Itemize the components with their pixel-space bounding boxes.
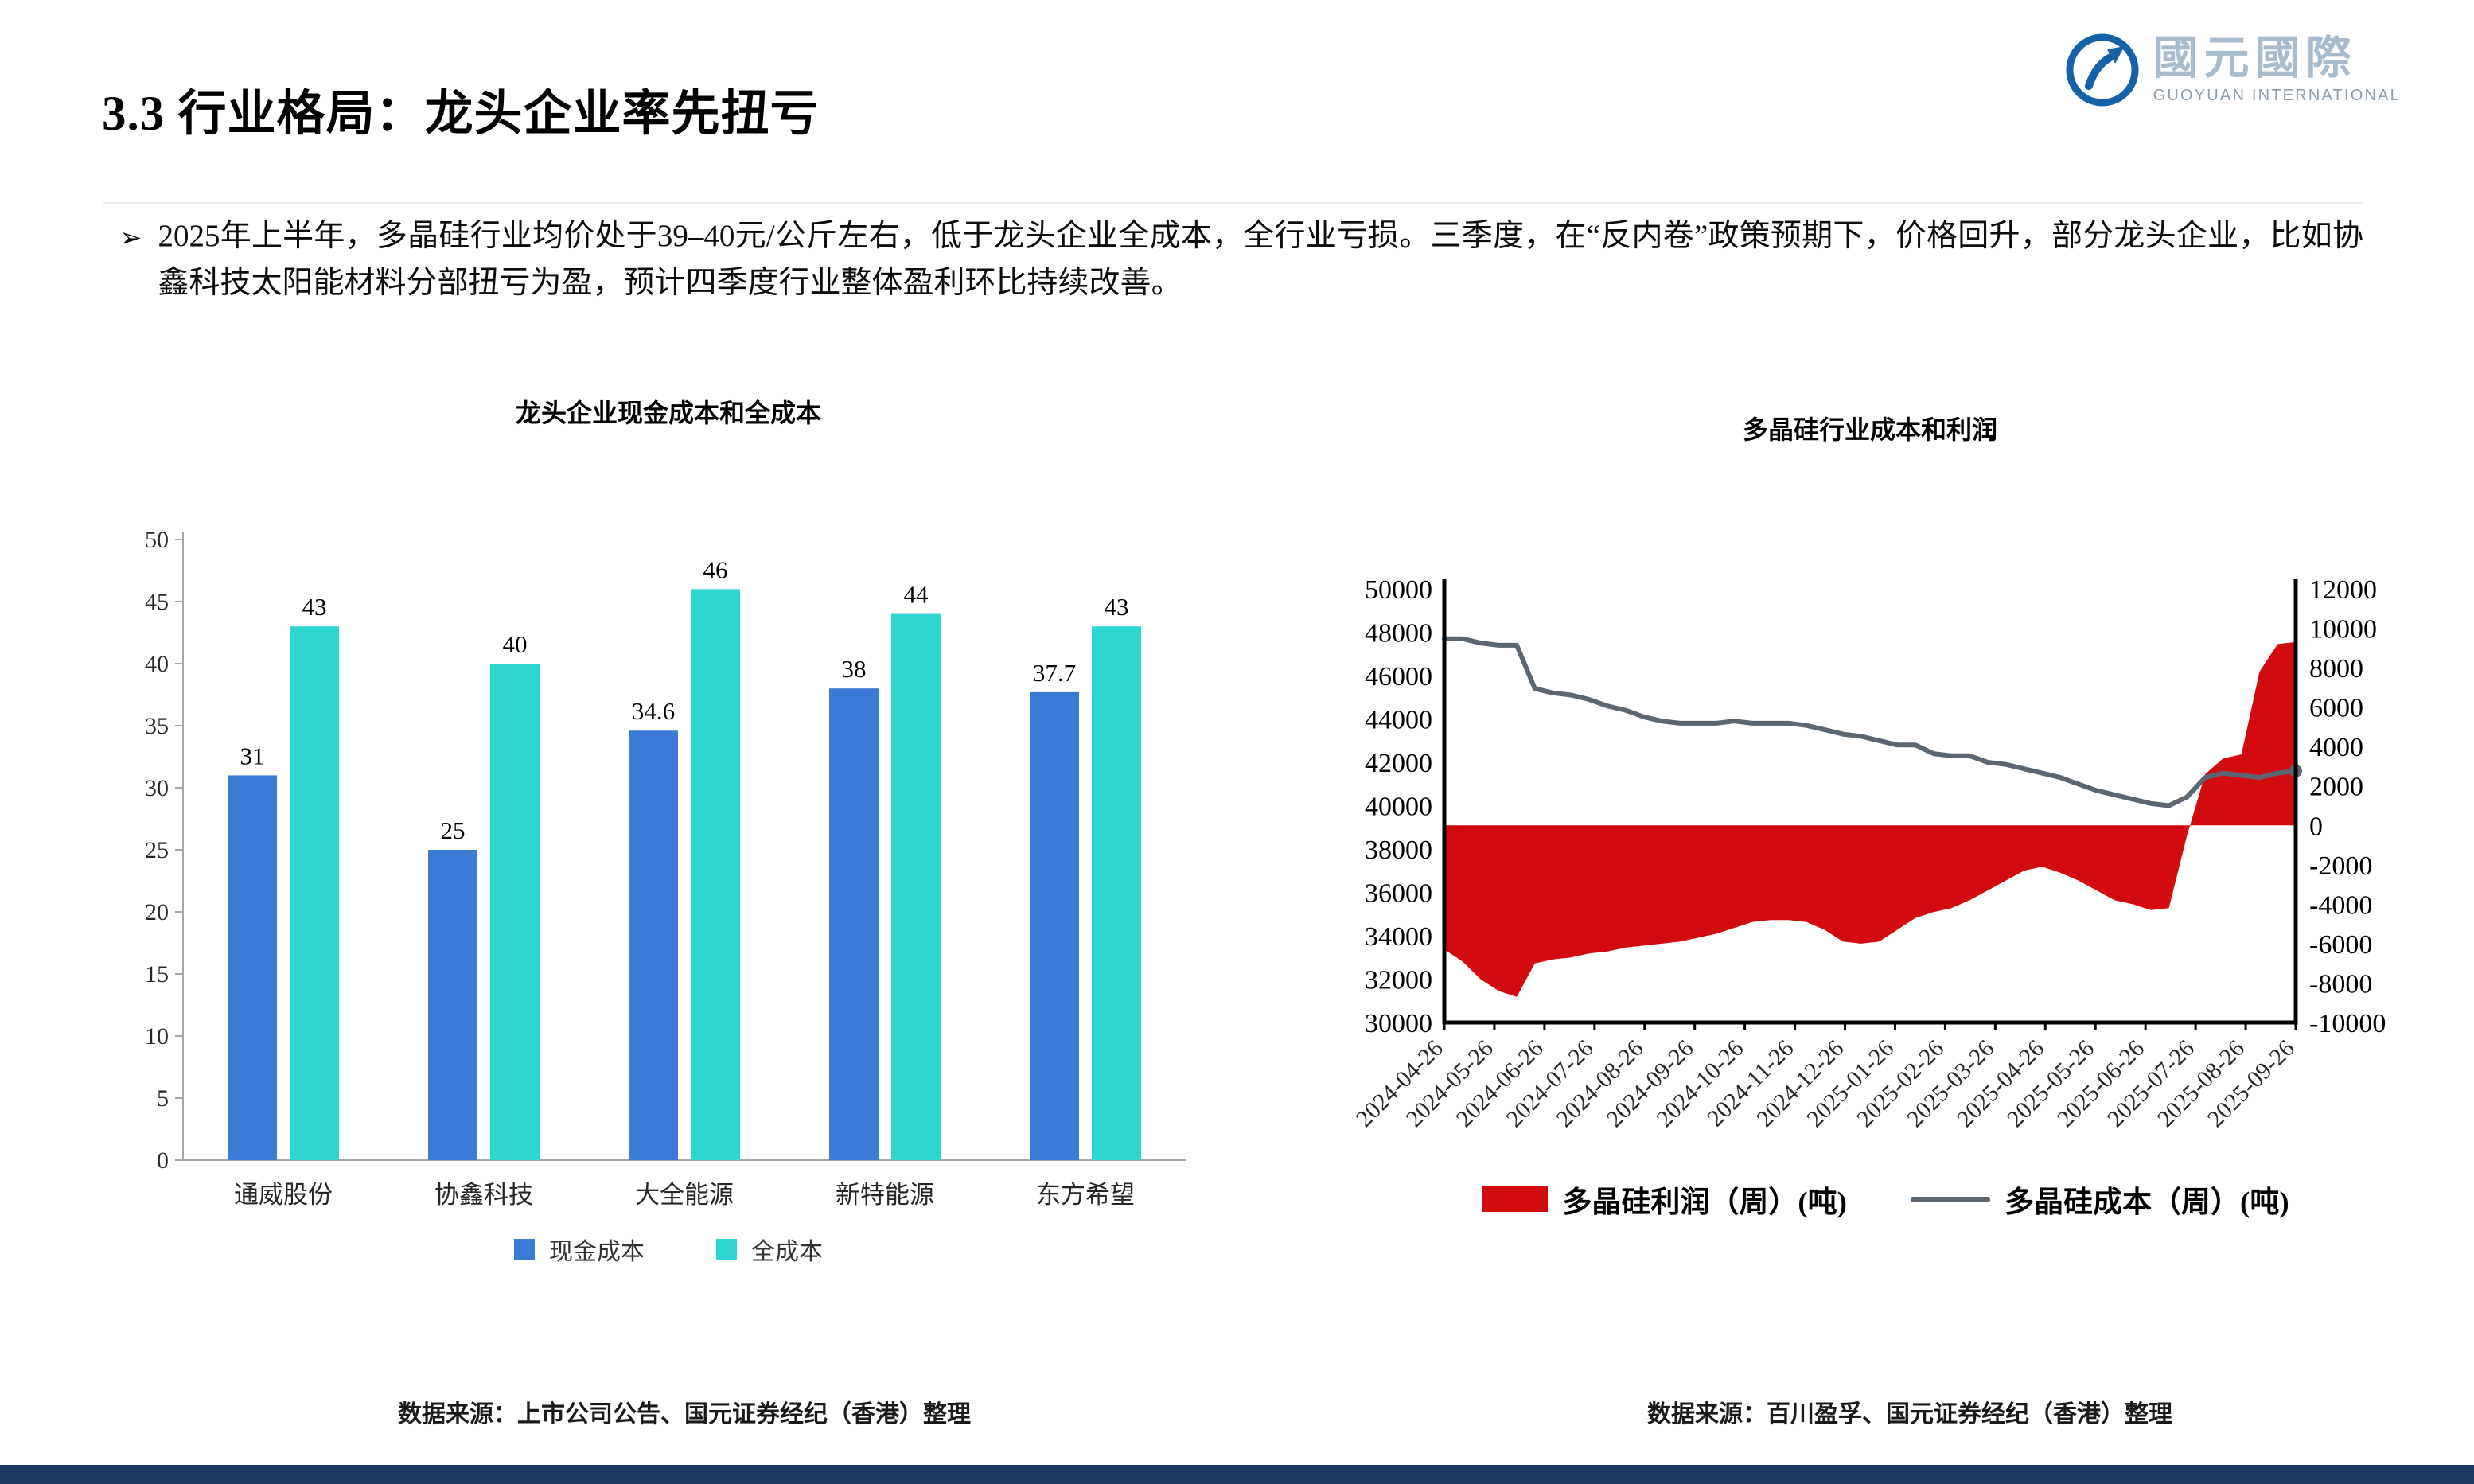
footer-bar xyxy=(0,1465,2474,1484)
svg-text:37.7: 37.7 xyxy=(1033,659,1076,687)
svg-text:15: 15 xyxy=(145,961,169,987)
legend-item-cash-cost: 现金成本 xyxy=(514,1232,645,1267)
profit-swatch xyxy=(1482,1186,1549,1212)
legend-item-cost: 多晶硅成本（周）(吨) xyxy=(1911,1178,2289,1221)
svg-text:协鑫科技: 协鑫科技 xyxy=(434,1181,533,1209)
combo-chart-legend: 多晶硅利润（周）(吨) 多晶硅成本（周）(吨) xyxy=(1353,1178,2419,1221)
svg-text:12000: 12000 xyxy=(2309,575,2377,605)
svg-text:32000: 32000 xyxy=(1365,966,1432,995)
profit-label: 多晶硅利润（周）(吨) xyxy=(1562,1186,1847,1219)
svg-text:25: 25 xyxy=(441,816,466,844)
svg-text:8000: 8000 xyxy=(2309,654,2363,684)
bar-chart-legend: 现金成本 全成本 xyxy=(88,1232,1249,1267)
svg-text:0: 0 xyxy=(157,1147,169,1174)
cash-cost-label: 现金成本 xyxy=(549,1239,645,1265)
svg-text:5: 5 xyxy=(157,1085,169,1112)
svg-text:50: 50 xyxy=(145,527,169,553)
legend-item-full-cost: 全成本 xyxy=(716,1232,823,1267)
cash-cost-swatch xyxy=(514,1239,535,1260)
svg-text:4000: 4000 xyxy=(2309,733,2363,762)
svg-text:0: 0 xyxy=(2309,812,2323,841)
svg-text:36000: 36000 xyxy=(1365,879,1432,909)
svg-text:-10000: -10000 xyxy=(2309,1009,2386,1038)
svg-text:46: 46 xyxy=(703,555,728,583)
svg-text:2000: 2000 xyxy=(2309,773,2363,802)
company-logo: 國元國際 GUOYUAN INTERNATIONAL xyxy=(2064,32,2401,108)
svg-text:-4000: -4000 xyxy=(2309,890,2372,920)
svg-text:40: 40 xyxy=(145,651,169,677)
svg-text:6000: 6000 xyxy=(2309,694,2363,723)
full-cost-swatch xyxy=(716,1239,737,1260)
svg-text:10000: 10000 xyxy=(2309,615,2377,645)
svg-text:38000: 38000 xyxy=(1365,835,1432,865)
svg-text:新特能源: 新特能源 xyxy=(836,1181,934,1209)
cost-profit-combo-chart: 5000048000460004400042000400003800036000… xyxy=(1351,575,2386,1132)
svg-text:34000: 34000 xyxy=(1365,922,1432,952)
svg-text:25: 25 xyxy=(145,837,169,863)
svg-text:-6000: -6000 xyxy=(2309,930,2372,960)
svg-text:50000: 50000 xyxy=(1365,575,1432,605)
combo-chart-title: 多晶硅行业成本和利润 xyxy=(1742,415,1997,444)
svg-text:46000: 46000 xyxy=(1365,662,1432,691)
svg-text:40000: 40000 xyxy=(1365,793,1432,822)
bullet-paragraph: ➢ 2025年上半年，多晶硅行业均价处于39–40元/公斤左右，低于龙头企业全成… xyxy=(119,213,2363,306)
logo-text: 國元國際 GUOYUAN INTERNATIONAL xyxy=(2153,35,2401,105)
svg-text:35: 35 xyxy=(145,713,169,739)
svg-text:40: 40 xyxy=(503,630,528,658)
guoyuan-logo-icon xyxy=(2066,33,2139,107)
svg-text:43: 43 xyxy=(1105,593,1129,621)
svg-text:10: 10 xyxy=(145,1023,169,1050)
cost-label: 多晶硅成本（周）(吨) xyxy=(2005,1186,2289,1219)
svg-text:东方希望: 东方希望 xyxy=(1036,1181,1135,1209)
cost-swatch xyxy=(1911,1196,1990,1202)
svg-text:30000: 30000 xyxy=(1365,1009,1432,1038)
legend-item-profit: 多晶硅利润（周）(吨) xyxy=(1482,1178,1847,1221)
logo-en-text: GUOYUAN INTERNATIONAL xyxy=(2153,86,2401,104)
svg-text:44000: 44000 xyxy=(1365,706,1432,735)
cash-full-cost-bar-chart: 0 5 10 15 20 25 30 35 40 45 50 31 43 通威股份 25 40 协鑫科技 34.6… xyxy=(145,527,1186,1209)
svg-text:43: 43 xyxy=(302,593,327,621)
svg-text:30: 30 xyxy=(145,775,169,801)
combo-chart-source: 数据来源：百川盈孚、国元证券经纪（香港）整理 xyxy=(1647,1401,2172,1428)
bar-chart-source: 数据来源：上市公司公告、国元证券经纪（香港）整理 xyxy=(398,1401,971,1428)
svg-text:-2000: -2000 xyxy=(2309,851,2372,881)
svg-text:44: 44 xyxy=(904,581,929,609)
logo-cn-text: 國元國際 xyxy=(2153,33,2357,84)
bar-chart-title: 龙头企业现金成本和全成本 xyxy=(515,399,821,427)
svg-text:38: 38 xyxy=(842,655,867,683)
bullet-arrow-icon: ➢ xyxy=(119,224,142,253)
svg-text:48000: 48000 xyxy=(1365,619,1432,649)
svg-text:34.6: 34.6 xyxy=(632,697,675,725)
svg-text:42000: 42000 xyxy=(1365,749,1432,778)
svg-text:-8000: -8000 xyxy=(2309,969,2372,999)
svg-text:通威股份: 通威股份 xyxy=(234,1181,333,1209)
header-divider xyxy=(103,202,2363,204)
svg-text:20: 20 xyxy=(145,899,169,925)
svg-text:大全能源: 大全能源 xyxy=(635,1181,734,1209)
page-title: 3.3 行业格局：龙头企业率先扭亏 xyxy=(102,88,820,141)
full-cost-label: 全成本 xyxy=(751,1239,823,1265)
svg-text:31: 31 xyxy=(240,742,265,769)
bullet-text: 2025年上半年，多晶硅行业均价处于39–40元/公斤左右，低于龙头企业全成本，… xyxy=(158,219,2364,300)
svg-text:45: 45 xyxy=(145,589,169,615)
